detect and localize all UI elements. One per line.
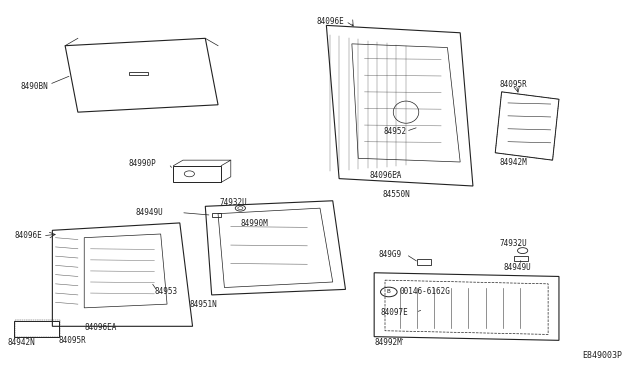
Text: B: B — [387, 289, 390, 295]
Text: 8490BN: 8490BN — [20, 82, 48, 91]
Text: 84990P: 84990P — [129, 159, 157, 169]
Text: 84095R: 84095R — [59, 336, 86, 345]
Text: 84095R: 84095R — [500, 80, 527, 89]
Text: 84949U: 84949U — [504, 263, 531, 272]
Text: 00146-6162G: 00146-6162G — [399, 288, 450, 296]
Text: 84953: 84953 — [154, 287, 177, 296]
Text: 84550N: 84550N — [383, 190, 410, 199]
Text: 84096E: 84096E — [317, 17, 344, 26]
Text: E849003P: E849003P — [582, 351, 623, 360]
Text: 74932U: 74932U — [500, 239, 527, 248]
Text: 849G9: 849G9 — [379, 250, 402, 259]
Text: 84097E: 84097E — [381, 308, 408, 317]
Text: 84096EA: 84096EA — [370, 171, 402, 180]
Text: 84990M: 84990M — [241, 219, 268, 228]
Text: 84949U: 84949U — [135, 208, 163, 217]
Bar — [212, 213, 221, 217]
Text: 84992M: 84992M — [374, 338, 402, 347]
Bar — [515, 256, 529, 260]
Text: 84951N: 84951N — [189, 300, 217, 310]
Text: 84096EA: 84096EA — [84, 323, 116, 332]
Text: 84096E: 84096E — [14, 231, 42, 240]
Bar — [417, 259, 431, 264]
Text: 84942M: 84942M — [500, 157, 527, 167]
Text: 84942N: 84942N — [8, 339, 35, 347]
Text: 84952: 84952 — [384, 127, 407, 136]
Text: 74932U: 74932U — [220, 198, 247, 207]
